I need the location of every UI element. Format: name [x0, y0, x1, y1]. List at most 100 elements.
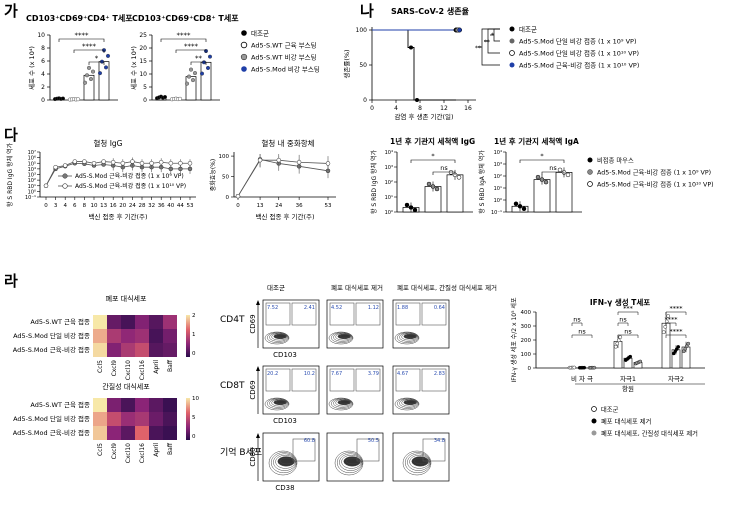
ra-heat2-colorbar [186, 398, 190, 440]
heat-cell [149, 343, 163, 357]
bal-point [426, 181, 432, 187]
flow-contour [330, 398, 353, 409]
ifn-point [666, 314, 671, 318]
ra-ifn-legend-0: 대조군 [601, 406, 619, 414]
sig-label: ns [549, 164, 557, 172]
ga-title-left: CD103⁺CD69⁺CD4⁺ T세포 [26, 13, 133, 23]
heat-row-label: Ad5-S.Mod 단일 비강 접종 [13, 414, 90, 423]
flow-row-label: CD4T [220, 315, 245, 325]
flow-contour [271, 399, 288, 407]
sig-label: **** [670, 305, 684, 313]
flow-plot [326, 365, 384, 415]
heat-cell [163, 315, 177, 329]
xtick-label: 28 [139, 203, 146, 209]
heat-col-label: Baff [167, 359, 174, 372]
heat-cell [121, 343, 135, 357]
point [207, 54, 212, 59]
ifn-point [615, 341, 620, 346]
sig-bracket [519, 159, 565, 163]
heat-cell [163, 426, 177, 440]
flow-gate [329, 368, 355, 392]
xtick-label: 6 [73, 203, 77, 209]
igg-point [187, 161, 193, 166]
neut-point [257, 157, 263, 163]
da-bal-legend-marker-2 [587, 181, 593, 187]
flow-contour [409, 454, 430, 469]
flow-plot [262, 432, 320, 482]
flow-contour [341, 454, 362, 469]
flow-contour [399, 398, 419, 408]
xtick-label: 16 [110, 203, 117, 209]
panel-letter-na: 나 [360, 2, 374, 20]
da-igg-ylabel: 항 S RBD IgG 항체 역가 [6, 142, 14, 207]
da-bal-legend-marker-1 [587, 169, 593, 175]
flow-gate [265, 302, 291, 326]
heat-col-label: Cxcl10 [125, 443, 132, 463]
flow-plot [326, 299, 384, 349]
flow-contour [266, 332, 289, 343]
ra-flow-grid: 대조군 폐포 대식세포 제거 폐포 대식세포, 간질성 대식세포 제거 CD4T 7.5… [220, 283, 497, 492]
point [192, 71, 197, 76]
point [162, 95, 167, 100]
flow-plot [262, 365, 320, 415]
ra-ifn-legend-marker-2 [591, 430, 597, 436]
sig-bracket [665, 322, 677, 326]
heat-scale-label: 5 [192, 415, 196, 421]
sig-label: ** [195, 55, 203, 63]
flow-gate-value-left: 4.52 [331, 305, 342, 311]
da-bal-igg-title: 1년 후 기관지 세척액 IgG [390, 136, 475, 146]
sig-label: ns [619, 316, 627, 324]
heat-scale-label: 0 [192, 434, 196, 440]
flow-row-label: CD8T [220, 381, 245, 391]
ytick-label: 0 [363, 97, 367, 104]
da-igg-legend-marker-0 [62, 173, 68, 179]
ifn-point [582, 365, 587, 370]
sig-bracket [617, 311, 639, 315]
ytick-label: 10³ [494, 162, 502, 168]
heat-cell [121, 426, 135, 440]
heat-col-label: Ccl5 [97, 360, 104, 373]
flow-arrowhead [256, 433, 260, 438]
ytick-label: 10⁵ [28, 161, 36, 167]
flow-contour [334, 450, 364, 476]
heat-cell [149, 315, 163, 329]
heat-cell [149, 412, 163, 426]
flow-contour [266, 398, 289, 409]
heat-cell [107, 315, 121, 329]
ga-legend-1: Ad5-S.WT 근육 부스팅 [251, 41, 317, 50]
ifn-point [676, 345, 681, 349]
flow-xlabel: CD103 [273, 417, 297, 425]
flow-contour [407, 453, 431, 471]
ytick-label: 25 [139, 32, 147, 39]
xtick-label: 10 [91, 203, 98, 209]
flow-gate-value-right: 10.2 [304, 371, 315, 377]
neut-point [276, 157, 282, 163]
ytick-label: 100 [521, 352, 532, 358]
survival-point [415, 98, 419, 102]
igg-point [53, 164, 58, 170]
ytick-label: 6 [41, 58, 45, 65]
ifn-point [661, 330, 666, 334]
igg-line-1 [45, 161, 190, 186]
flow-gate-value-right: 3.79 [368, 371, 379, 377]
bar-2 [185, 76, 197, 101]
bal-point [565, 172, 571, 178]
flow-gate-value-right: 0.64 [434, 305, 445, 311]
na-legend-marker-3 [509, 62, 515, 68]
heat-cell [121, 412, 135, 426]
ifn-point [663, 324, 668, 329]
na-title: SARS-CoV-2 생존율 [391, 6, 470, 16]
heat-col-label: April [153, 443, 160, 457]
flow-contour [264, 331, 290, 345]
point [61, 96, 66, 101]
heat-col-label: Cxcl9 [111, 360, 118, 377]
heat-col-label: Baff [167, 442, 174, 455]
ifn-point [613, 344, 618, 349]
flow-gate [291, 302, 317, 326]
da-bal-igg-ylabel: 항 S RBD IgG 항체 역가 [370, 149, 378, 214]
xtick-label: 0 [370, 105, 374, 112]
igg-point [91, 161, 97, 166]
sig-bracket [175, 49, 207, 53]
flow-contour [396, 398, 419, 409]
